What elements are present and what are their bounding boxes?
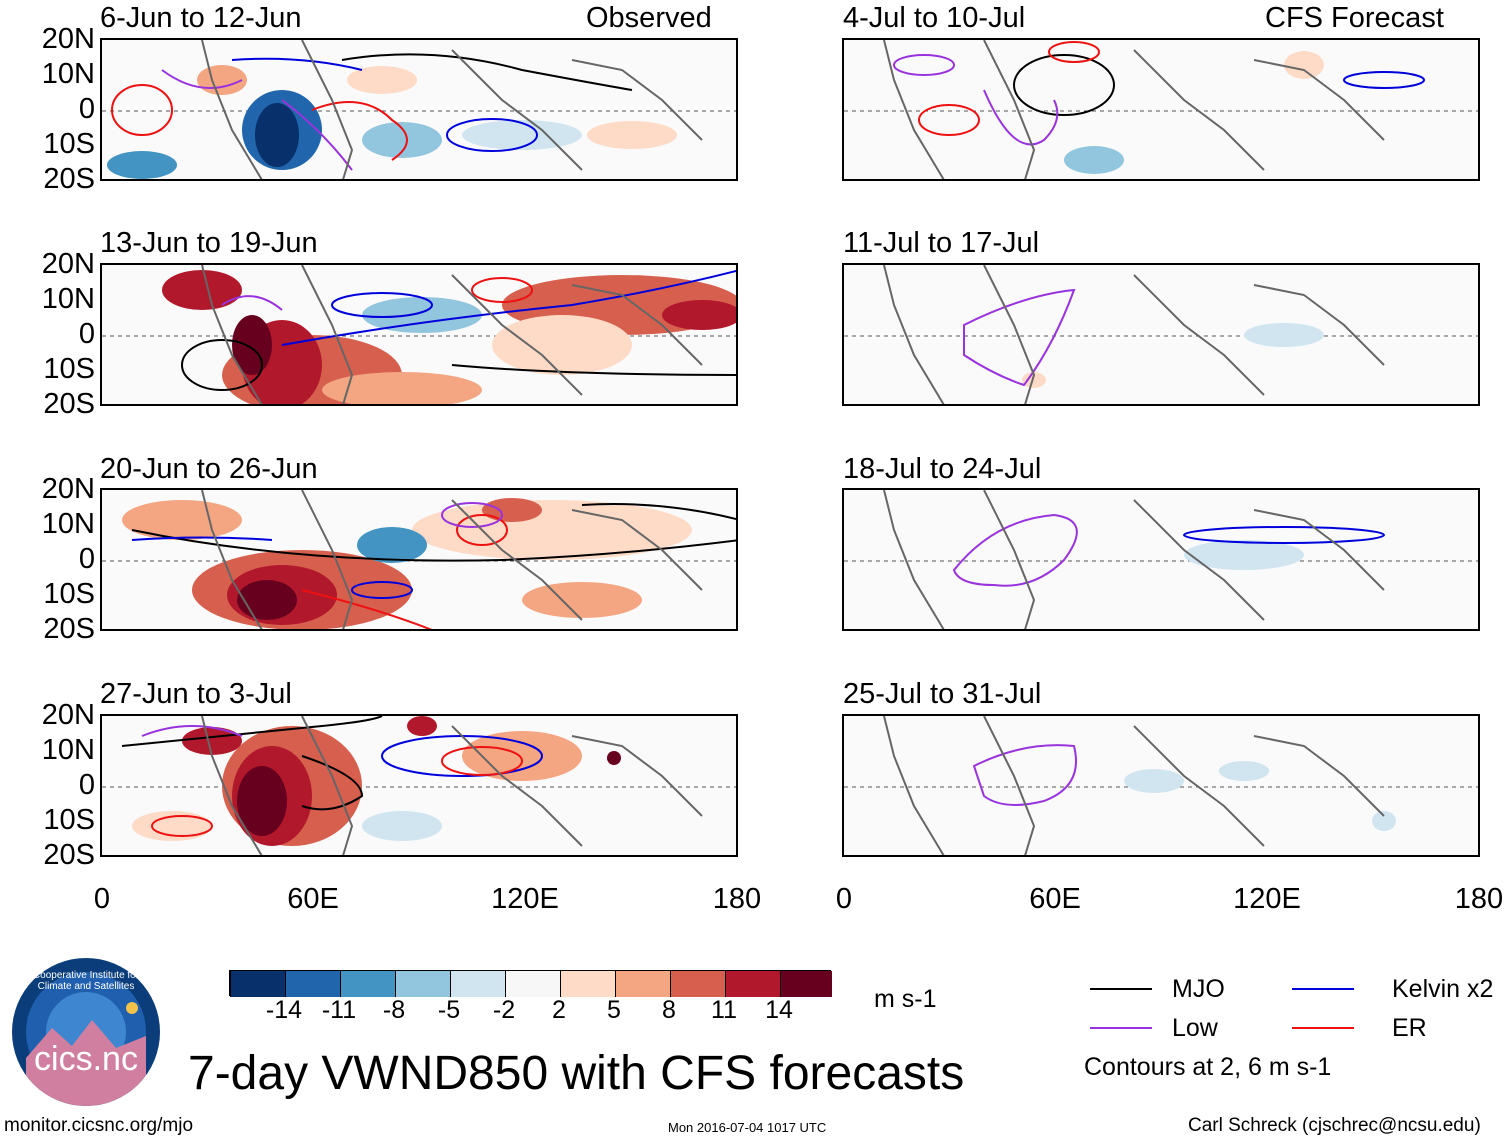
- lon-label: 60E: [287, 883, 339, 915]
- colorbar-tick: 8: [662, 996, 676, 1024]
- lat-label: 20N: [41, 699, 95, 731]
- colorbar-box: [450, 971, 505, 997]
- map-panel-obs-3: [100, 488, 738, 631]
- lat-label: 10N: [41, 508, 95, 540]
- colorbar-box: [615, 971, 670, 997]
- lat-label: 20S: [43, 388, 95, 420]
- colorbar-box: [780, 971, 832, 997]
- lat-label: 0: [78, 318, 95, 350]
- lat-label: 0: [78, 93, 95, 125]
- legend-swatch-kelvin: [1292, 988, 1354, 990]
- lat-label: 10S: [43, 578, 95, 610]
- panel-period-title: 4-Jul to 10-Jul: [843, 2, 1026, 34]
- panel-period-title: 25-Jul to 31-Jul: [843, 678, 1042, 710]
- colorbar-box: [560, 971, 615, 997]
- lat-label: 20S: [43, 613, 95, 645]
- lat-label: 20N: [41, 248, 95, 280]
- panel-period-title: 6-Jun to 12-Jun: [100, 2, 302, 34]
- lat-label: 0: [78, 543, 95, 575]
- panel-period-title: 13-Jun to 19-Jun: [100, 227, 318, 259]
- colorbar-box: [230, 971, 285, 997]
- lon-label: 0: [93, 883, 111, 915]
- lon-label: 60E: [1029, 883, 1081, 915]
- colorbar-tick: -2: [492, 996, 516, 1024]
- map-panel-obs-4: [100, 714, 738, 857]
- map-panel-fcst-3: [842, 488, 1480, 631]
- lat-label: 20S: [43, 163, 95, 195]
- logo-text: cics.nc: [34, 1040, 138, 1078]
- panel-period-title: 18-Jul to 24-Jul: [843, 453, 1042, 485]
- lat-label: 20S: [43, 839, 95, 871]
- legend-swatch-low: [1090, 1027, 1152, 1029]
- lat-label: 0: [78, 769, 95, 801]
- legend-label: Kelvin x2: [1392, 975, 1494, 1003]
- map-panel-fcst-4: [842, 714, 1480, 857]
- cics-logo: Cooperative Institute for Climate and Sa…: [12, 958, 160, 1106]
- figure-title: 7-day VWND850 with CFS forecasts: [188, 1047, 965, 1100]
- legend-label: MJO: [1172, 975, 1225, 1003]
- lat-label: 10S: [43, 128, 95, 160]
- panel-period-title: 20-Jun to 26-Jun: [100, 453, 318, 485]
- legend-swatch-mjo: [1090, 988, 1152, 990]
- map-panel-fcst-1: [842, 38, 1480, 181]
- panel-period-title: 27-Jun to 3-Jul: [100, 678, 292, 710]
- panel-period-title: 11-Jul to 17-Jul: [843, 227, 1040, 259]
- colorbar-units: m s-1: [874, 985, 937, 1013]
- colorbar-box: [395, 971, 450, 997]
- timestamp: Mon 2016-07-04 1017 UTC: [668, 1120, 827, 1135]
- lat-label: 10N: [41, 283, 95, 315]
- legend-swatch-er: [1292, 1027, 1354, 1029]
- lat-label: 10N: [41, 734, 95, 766]
- lat-label: 20N: [41, 23, 95, 55]
- colorbar-tick: -5: [437, 996, 461, 1024]
- colorbar-tick: -14: [265, 996, 303, 1024]
- contour-note: Contours at 2, 6 m s-1: [1084, 1053, 1332, 1081]
- colorbar-tick: -11: [321, 996, 357, 1024]
- map-panel-obs-1: [100, 38, 738, 181]
- lat-label: 10S: [43, 353, 95, 385]
- map-panel-fcst-2: [842, 263, 1480, 406]
- colorbar-box: [505, 971, 560, 997]
- lon-label: 120E: [491, 883, 559, 915]
- colorbar-tick: 11: [711, 996, 737, 1024]
- colorbar-box: [670, 971, 725, 997]
- colorbar-box: [340, 971, 395, 997]
- colorbar-tick: 5: [607, 996, 621, 1024]
- logo-ring-text: Cooperative Institute for Climate and Sa…: [32, 970, 140, 992]
- author-credit: Carl Schreck (cjschrec@ncsu.edu): [1188, 1115, 1481, 1136]
- legend-label: ER: [1392, 1014, 1427, 1042]
- lat-label: 10S: [43, 804, 95, 836]
- lat-label: 20N: [41, 473, 95, 505]
- colorbar-tick: 14: [765, 996, 793, 1024]
- lon-label: 180: [712, 883, 762, 915]
- colorbar-box: [285, 971, 340, 997]
- map-panel-obs-2: [100, 263, 738, 406]
- legend-label: Low: [1172, 1014, 1218, 1042]
- colorbar-box: [725, 971, 780, 997]
- lat-label: 10N: [41, 58, 95, 90]
- source-url[interactable]: monitor.cicsnc.org/mjo: [4, 1115, 194, 1136]
- lon-label: 0: [835, 883, 853, 915]
- colorbar-tick: 2: [552, 996, 566, 1024]
- colorbar-tick: -8: [382, 996, 406, 1024]
- colorbar: [229, 970, 832, 997]
- observed-label: Observed: [586, 2, 712, 34]
- lon-label: 120E: [1233, 883, 1301, 915]
- forecast-label: CFS Forecast: [1265, 2, 1444, 34]
- lon-label: 180: [1454, 883, 1504, 915]
